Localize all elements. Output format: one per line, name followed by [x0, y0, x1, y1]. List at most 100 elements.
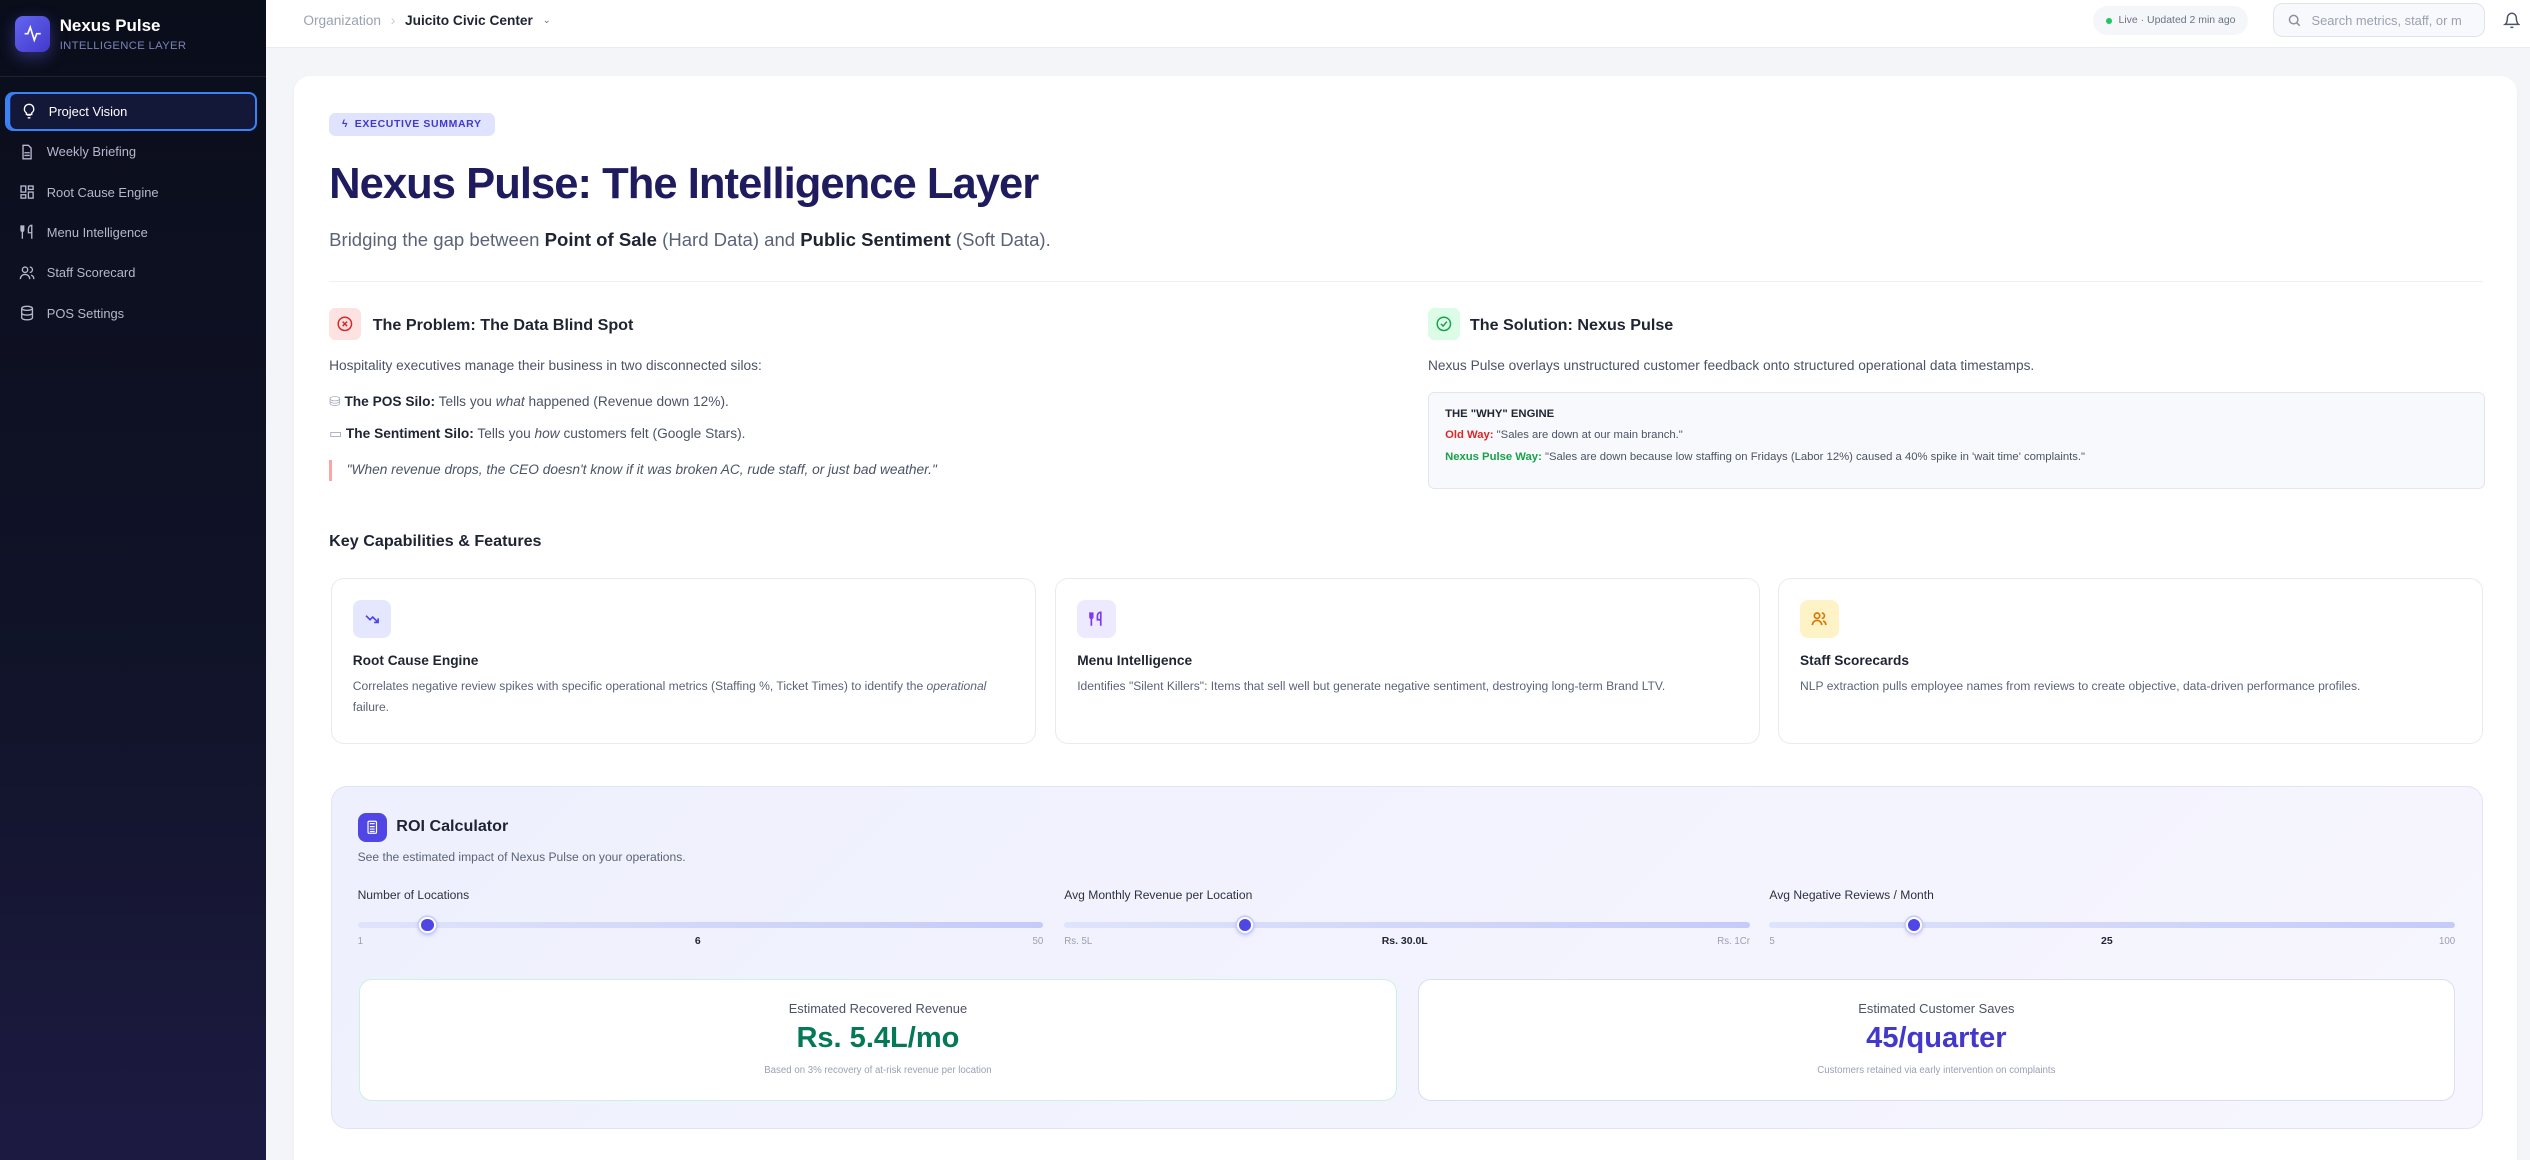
utensils-icon — [1077, 599, 1116, 639]
recovered-revenue-card: Estimated Recovered Revenue Rs. 5.4L/mo Ba… — [359, 978, 1397, 1102]
users-icon — [20, 265, 35, 279]
lightbulb-icon — [24, 103, 35, 119]
badge-text: EXECUTIVE SUMMARY — [354, 118, 482, 130]
document-icon — [22, 144, 33, 160]
sidebar-item-pos-settings[interactable]: POS Settings — [5, 294, 257, 333]
database-icon — [21, 305, 34, 321]
solution-icon-box — [1427, 308, 1461, 341]
slider-value: Rs. 30.0L — [1381, 936, 1428, 948]
x-circle-icon — [337, 316, 353, 332]
solution-intro: Nexus Pulse overlays unstructured custom… — [1427, 358, 2035, 374]
sidebar-item-label: POS Settings — [46, 305, 125, 321]
search-placeholder: Search metrics, staff, or m — [2311, 12, 2462, 28]
trending-down-icon — [352, 599, 392, 639]
customer-saves-card: Estimated Customer Saves 45/quarter Custom… — [1417, 978, 2456, 1102]
live-status-text: Live · Updated 2 min ago — [2118, 15, 2236, 27]
page-title: Nexus Pulse: The Intelligence Layer — [329, 159, 1039, 208]
capabilities-heading: Key Capabilities & Features — [329, 532, 542, 551]
result-label: Estimated Customer Saves — [1858, 1000, 2015, 1016]
lightning-icon: ϟ — [342, 118, 349, 130]
page-subtitle: Bridging the gap between Point of Sale (… — [329, 229, 1051, 251]
divider — [0, 75, 267, 78]
result-value: Rs. 5.4L/mo — [796, 1022, 960, 1055]
sidebar-item-root-cause-engine[interactable]: Root Cause Engine — [5, 173, 257, 212]
sidebar-item-staff-scorecard[interactable]: Staff Scorecard — [5, 253, 257, 292]
sidebar-item-menu-intelligence[interactable]: Menu Intelligence — [5, 213, 257, 252]
brand-subtitle: INTELLIGENCE LAYER — [59, 40, 187, 53]
sentiment-silo-item: ▭ The Sentiment Silo: Tells you how cust… — [329, 425, 746, 441]
main-card: ϟ EXECUTIVE SUMMARY Nexus Pulse: The Inte… — [293, 75, 2518, 1160]
sidebar-item-label: Root Cause Engine — [46, 184, 159, 200]
bell-icon[interactable] — [2502, 11, 2521, 30]
slider-min: 1 — [357, 936, 363, 948]
slider-track[interactable] — [1064, 916, 1751, 934]
breadcrumb-root[interactable]: Organization — [303, 12, 382, 28]
grid-icon — [20, 185, 35, 199]
topbar: Organization › Juicito Civic Center ⌄ Li… — [266, 0, 2530, 49]
slider-thumb[interactable] — [1236, 916, 1253, 934]
slider-track[interactable] — [1769, 916, 2456, 934]
roi-calculator: ROI Calculator See the estimated impact … — [330, 785, 2484, 1130]
feature-desc: NLP extraction pulls employee names from… — [1800, 678, 2361, 693]
executive-summary-badge: ϟ EXECUTIVE SUMMARY — [329, 112, 495, 136]
sidebar-item-label: Project Vision — [48, 103, 128, 119]
result-value: 45/quarter — [1866, 1022, 2007, 1055]
feature-card-menu-intelligence: Menu Intelligence Identifies "Silent Kil… — [1055, 577, 1761, 744]
breadcrumb: Organization › Juicito Civic Center ⌄ — [303, 13, 550, 28]
feature-desc: Identifies "Silent Killers": Items that … — [1077, 678, 1666, 693]
problem-quote: "When revenue drops, the CEO doesn't kno… — [329, 459, 937, 481]
live-status-badge: Live · Updated 2 min ago — [2092, 6, 2249, 36]
reviews-slider[interactable]: Avg Negative Reviews / Month 5 25 100 — [1769, 888, 2456, 948]
slider-value: 25 — [2101, 936, 2113, 948]
new-way: Nexus Pulse Way: "Sales are down because… — [1445, 450, 2086, 463]
pos-silo-item: ⛁ The POS Silo: Tells you what happened … — [329, 393, 729, 409]
logo — [14, 16, 50, 52]
calculator-icon — [357, 812, 387, 842]
solution-title: The Solution: Nexus Pulse — [1469, 316, 1674, 335]
slider-thumb[interactable] — [419, 916, 436, 934]
search-input[interactable]: Search metrics, staff, or m — [2273, 3, 2485, 38]
old-way: Old Way: "Sales are down at our main bra… — [1445, 429, 1683, 442]
feature-desc: Correlates negative review spikes with s… — [352, 678, 987, 714]
chevron-down-icon[interactable]: ⌄ — [542, 14, 551, 26]
sidebar-item-project-vision[interactable]: Project Vision — [4, 91, 257, 131]
org-selector[interactable]: Juicito Civic Center — [404, 12, 533, 28]
feature-card-root-cause: Root Cause Engine Correlates negative re… — [330, 577, 1036, 744]
slider-max: 100 — [2438, 936, 2456, 948]
users-icon — [1800, 599, 1839, 639]
utensils-icon — [20, 224, 33, 240]
roi-subtitle: See the estimated impact of Nexus Pulse … — [357, 849, 686, 864]
feature-card-staff-scorecards: Staff Scorecards NLP extraction pulls em… — [1778, 577, 2484, 744]
roi-title: ROI Calculator — [396, 817, 509, 836]
search-icon — [2288, 14, 2301, 27]
message-icon: ▭ — [329, 425, 343, 441]
feature-title: Staff Scorecards — [1800, 652, 1909, 668]
slider-max: Rs. 1Cr — [1717, 936, 1750, 948]
sidebar-item-weekly-briefing[interactable]: Weekly Briefing — [5, 132, 257, 171]
sidebar-item-label: Menu Intelligence — [46, 224, 148, 240]
slider-min: 5 — [1769, 936, 1775, 948]
locations-slider[interactable]: Number of Locations 1 6 50 — [357, 888, 1044, 948]
database-icon: ⛁ — [329, 393, 341, 409]
sidebar-item-label: Staff Scorecard — [46, 265, 136, 281]
feature-title: Menu Intelligence — [1077, 652, 1193, 668]
slider-value: 6 — [694, 936, 701, 948]
why-engine-box: THE "WHY" ENGINE Old Way: "Sales are dow… — [1427, 392, 2485, 489]
revenue-slider[interactable]: Avg Monthly Revenue per Location Rs. 5L Rs… — [1064, 888, 1751, 948]
divider — [329, 280, 2484, 283]
brand-name: Nexus Pulse — [59, 16, 161, 36]
result-label: Estimated Recovered Revenue — [788, 1000, 968, 1016]
sidebar-item-label: Weekly Briefing — [46, 144, 137, 160]
feature-title: Root Cause Engine — [352, 652, 479, 668]
slider-min: Rs. 5L — [1064, 936, 1093, 948]
problem-icon-box — [329, 308, 362, 341]
result-caption: Based on 3% recovery of at-risk revenue … — [764, 1064, 992, 1076]
result-caption: Customers retained via early interventio… — [1817, 1064, 2056, 1076]
slider-track[interactable] — [357, 916, 1044, 934]
problem-title: The Problem: The Data Blind Spot — [372, 316, 634, 335]
slider-label: Avg Monthly Revenue per Location — [1064, 888, 1253, 903]
slider-thumb[interactable] — [1905, 916, 1922, 934]
sidebar: Nexus Pulse INTELLIGENCE LAYER Project V… — [0, 0, 267, 1160]
slider-label: Avg Negative Reviews / Month — [1769, 888, 1934, 903]
